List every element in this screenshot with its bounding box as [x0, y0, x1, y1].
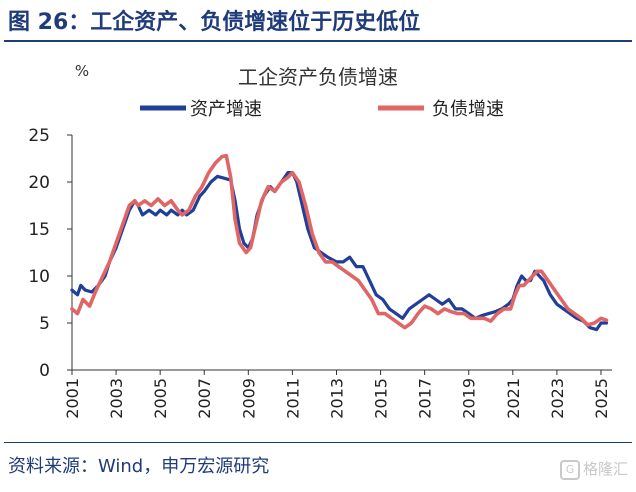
series-line-1 — [70, 171, 609, 332]
watermark: G 格隆汇 — [559, 458, 628, 480]
x-tick-label: 2017 — [416, 378, 435, 419]
y-tick-label: 10 — [28, 267, 50, 287]
x-tick-label: 2005 — [151, 378, 170, 419]
y-unit-label: % — [75, 62, 89, 80]
legend: 资产增速 负债增速 — [140, 99, 504, 120]
x-tick-label: 2013 — [327, 378, 346, 419]
chart-title: 工企资产负债增速 — [238, 65, 398, 89]
y-tick-label: 25 — [28, 126, 50, 146]
x-tick-label: 2007 — [195, 378, 214, 419]
x-tick-label: 2019 — [460, 378, 479, 419]
x-tick-label: 2009 — [239, 378, 258, 419]
x-axis: 2001 2003 2005 2007 2009 2011 2013 2015 2017 2019… — [63, 369, 612, 419]
x-tick-label: 2015 — [372, 378, 391, 419]
x-tick-label: 2025 — [592, 378, 611, 419]
y-tick-label: 15 — [28, 220, 50, 240]
x-tick-label: 2011 — [283, 378, 302, 419]
x-tick-label: 2023 — [548, 378, 567, 419]
legend-label-2: 负债增速 — [432, 99, 504, 120]
y-tick-label: 5 — [39, 314, 50, 334]
series-line-2 — [70, 153, 609, 330]
title-divider — [4, 40, 632, 42]
series-layer — [70, 153, 609, 332]
watermark-text: 格隆汇 — [582, 460, 628, 478]
y-tick-label: 0 — [39, 361, 50, 381]
figure-title: 图 26：工企资产、负债增速位于历史低位 — [8, 10, 421, 35]
y-axis: 0 5 10 15 20 25 — [28, 126, 73, 381]
legend-label-1: 资产增速 — [190, 99, 262, 120]
footer-divider — [4, 442, 632, 443]
x-tick-label: 2021 — [504, 378, 523, 419]
y-tick-label: 20 — [28, 173, 50, 193]
x-tick-label: 2003 — [107, 378, 126, 419]
x-tick-label: 2001 — [63, 378, 82, 419]
source-note: 资料来源：Wind，申万宏源研究 — [8, 456, 270, 477]
watermark-logo-icon: G — [559, 459, 580, 480]
